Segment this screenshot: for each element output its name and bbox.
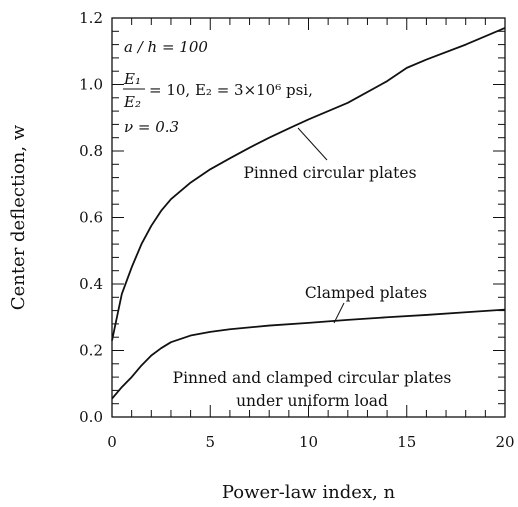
caption-line-2: under uniform load	[236, 392, 388, 410]
ticks-layer	[111, 17, 506, 418]
x-tick-label: 0	[107, 433, 117, 451]
series-pinned-curve	[111, 27, 506, 341]
param-poisson-ratio: ν = 0.3	[124, 118, 179, 136]
curves-layer	[111, 27, 506, 400]
annotation-clamped-plates: Clamped plates	[305, 284, 427, 302]
y-tick-label: 1.2	[79, 9, 103, 27]
caption-line-1: Pinned and clamped circular plates	[173, 369, 452, 387]
y-tick-label: 0.0	[79, 408, 103, 426]
x-tick-label: 10	[299, 433, 318, 451]
tick-labels-layer: 0 5 10 15 20 0.0 0.2 0.4 0.6 0.8 1.0 1.2	[79, 9, 514, 451]
param-modulus-ratio-numerator: E₁	[123, 70, 141, 88]
y-tick-label: 0.2	[79, 342, 103, 360]
series-clamped-curve	[111, 308, 506, 400]
y-tick-label: 0.8	[79, 142, 103, 160]
param-aspect-ratio: a / h = 100	[124, 38, 208, 56]
annotation-pinned-plates: Pinned circular plates	[243, 164, 416, 182]
x-tick-label: 20	[495, 433, 514, 451]
y-tick-label: 1.0	[79, 76, 103, 94]
x-tick-label: 5	[205, 433, 215, 451]
leader-clamped-plates	[333, 302, 345, 324]
x-tick-label: 15	[397, 433, 416, 451]
y-axis-label: Center deflection, w	[8, 124, 29, 310]
leader-pinned-plates	[297, 127, 328, 161]
param-modulus-values: = 10, E₂ = 3×10⁶ psi,	[149, 81, 313, 99]
plot-frame	[111, 17, 506, 418]
y-tick-label: 0.4	[79, 275, 103, 293]
x-axis-label: Power-law index, n	[222, 482, 396, 503]
param-modulus-ratio-denominator: E₂	[123, 93, 141, 111]
y-tick-label: 0.6	[79, 209, 103, 227]
